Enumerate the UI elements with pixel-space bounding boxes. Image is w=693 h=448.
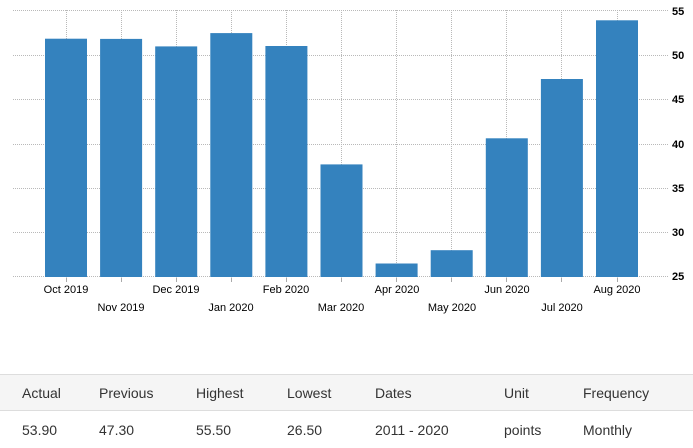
svg-text:Jun 2020: Jun 2020 [484, 284, 529, 296]
svg-text:Feb 2020: Feb 2020 [263, 284, 309, 296]
svg-text:May 2020: May 2020 [428, 302, 476, 314]
svg-text:30: 30 [672, 227, 684, 239]
svg-text:Aug 2020: Aug 2020 [593, 284, 640, 296]
svg-text:Apr 2020: Apr 2020 [375, 284, 420, 296]
svg-text:40: 40 [672, 139, 684, 151]
svg-text:50: 50 [672, 50, 684, 62]
svg-text:Oct 2019: Oct 2019 [44, 284, 89, 296]
svg-text:45: 45 [672, 94, 684, 106]
svg-text:Nov 2019: Nov 2019 [97, 302, 144, 314]
svg-text:35: 35 [672, 183, 684, 195]
svg-text:55: 55 [672, 6, 684, 18]
svg-text:Jan 2020: Jan 2020 [208, 302, 253, 314]
svg-text:25: 25 [672, 271, 684, 283]
svg-text:Dec 2019: Dec 2019 [152, 284, 199, 296]
svg-text:Jul 2020: Jul 2020 [541, 302, 583, 314]
svg-text:Mar 2020: Mar 2020 [318, 302, 364, 314]
